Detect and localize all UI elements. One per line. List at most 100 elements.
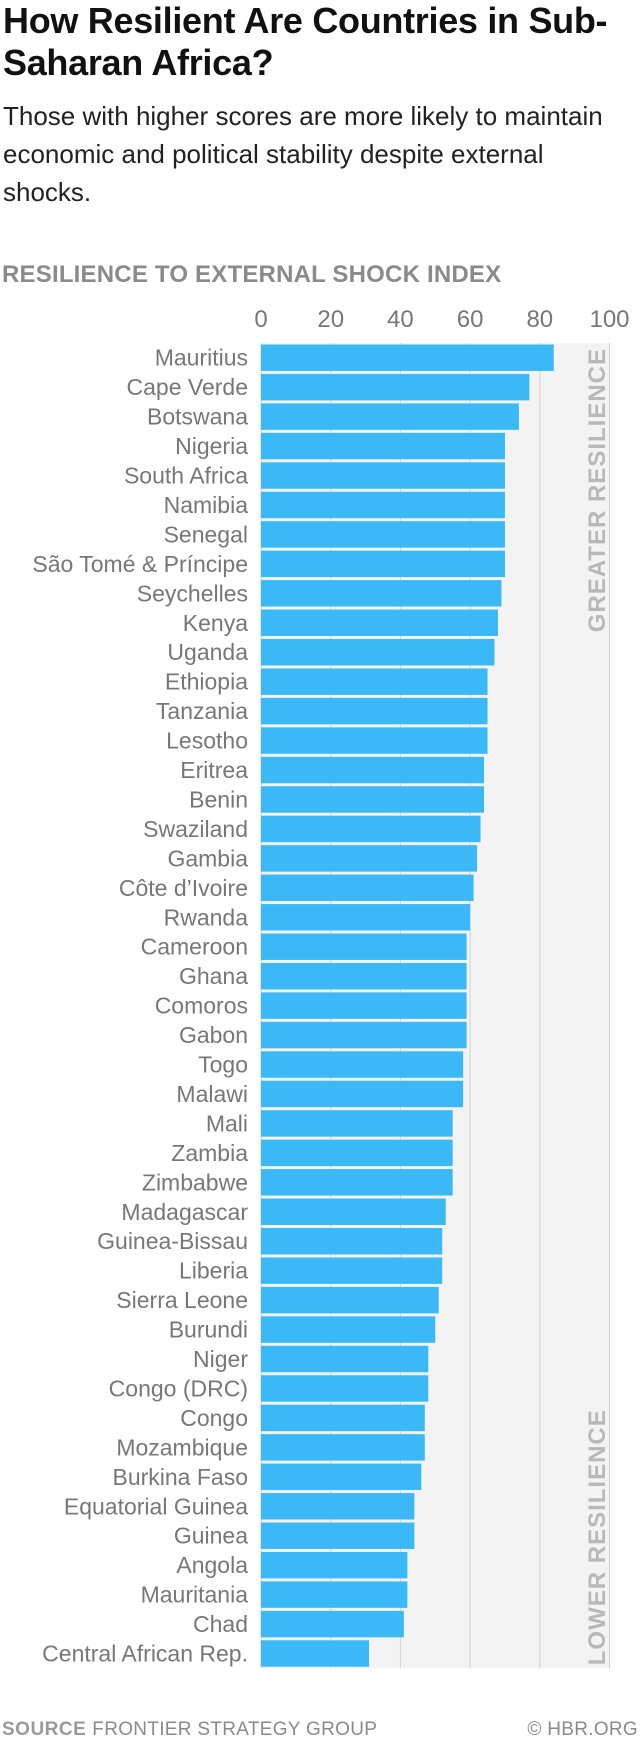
category-label: Malawi [176,1081,248,1107]
footer: SOURCE FRONTIER STRATEGY GROUP © HBR.ORG [2,1719,638,1741]
x-tick-label: 20 [317,306,344,333]
bar [261,845,478,872]
category-label: Niger [193,1346,248,1372]
category-label: Ghana [179,963,248,989]
bar [261,1610,404,1638]
x-axis-label: RESILIENCE TO EXTERNAL SHOCK INDEX [2,261,502,288]
category-label: Mauritania [141,1582,249,1608]
category-label: Gabon [179,1022,248,1048]
source-value: FRONTIER STRATEGY GROUP [92,1719,378,1740]
bar [261,550,505,578]
band-label-lower: LOWER RESILIENCE [584,1409,611,1665]
category-label: Nigeria [175,433,248,459]
category-label: Burkina Faso [112,1464,248,1490]
chart-subtitle: Those with higher scores are more likely… [3,101,603,207]
bar [261,1434,425,1461]
x-tick-label: 100 [589,306,629,333]
bar [261,1286,439,1314]
bar [261,373,530,401]
category-label: Chad [193,1611,248,1637]
bar [261,1493,415,1520]
bar [261,1522,415,1549]
bar [261,1375,429,1402]
x-tick-label: 80 [526,306,553,333]
bar [261,668,488,695]
source-label: SOURCE [2,1719,87,1740]
category-label: Liberia [179,1258,248,1284]
copyright: © HBR.ORG [527,1719,638,1740]
bar [261,1316,436,1343]
category-label: Gambia [167,845,248,871]
bar [261,1463,422,1491]
category-label: Equatorial Guinea [64,1493,248,1519]
category-label: Côte d’Ivoire [119,875,248,901]
bar [261,1110,453,1137]
category-label: São Tomé & Príncipe [32,551,248,577]
category-label: Rwanda [164,904,249,930]
bar [261,1139,453,1167]
bar [261,874,474,902]
x-tick-label: 60 [457,306,484,333]
bar [261,639,495,666]
category-label: Guinea-Bissau [97,1228,248,1254]
bar [261,962,467,990]
category-label: Namibia [164,492,249,518]
bar [261,815,481,843]
category-label: Sierra Leone [116,1287,248,1313]
bar [261,786,485,813]
bar [261,580,502,607]
category-label: Zimbabwe [142,1169,248,1195]
bar [261,344,554,371]
bar [261,1021,467,1049]
category-label: Tanzania [156,698,248,724]
category-label: Uganda [167,639,248,665]
category-label: Zambia [171,1140,248,1166]
category-label: Mozambique [116,1434,248,1460]
category-label: Mauritius [155,345,248,371]
category-label: Madagascar [121,1199,248,1225]
bar [261,609,498,636]
category-label: Guinea [174,1523,248,1549]
bar [261,1551,408,1579]
category-label: Togo [198,1052,248,1078]
bar [261,992,467,1019]
category-label: Congo [180,1405,248,1431]
bar [261,1169,453,1196]
category-label: Botswana [147,404,248,430]
category-label: Swaziland [143,816,248,842]
bar [261,756,485,784]
bar [261,1640,370,1667]
category-label: Mali [206,1110,248,1136]
category-label: Cameroon [141,934,248,960]
category-label: Comoros [155,993,248,1019]
category-label: South Africa [124,463,248,489]
bar [261,1198,446,1225]
bar [261,491,505,519]
category-label: Kenya [183,610,248,636]
bar [261,933,467,960]
bar [261,1404,425,1432]
bar [261,403,519,430]
category-label: Lesotho [166,728,248,754]
category-label: Eritrea [180,757,248,783]
bar [261,1080,464,1108]
bar [261,1051,464,1078]
chart-title: How Resilient Are Countries in Sub-Sahar… [3,0,608,83]
x-tick-label: 0 [254,306,267,333]
bar [261,904,471,931]
x-tick-label: 40 [387,306,414,333]
bar [261,432,505,460]
bar [261,1581,408,1608]
bar [261,462,505,489]
category-label: Senegal [164,521,248,547]
category-label: Burundi [169,1317,248,1343]
bar [261,1257,443,1284]
bar [261,1228,443,1255]
category-label: Cape Verde [127,374,248,400]
band-label-greater: GREATER RESILIENCE [584,348,611,632]
category-label: Ethiopia [165,669,248,695]
category-label: Congo (DRC) [109,1375,248,1401]
category-label: Angola [176,1552,248,1578]
bar [261,521,505,548]
